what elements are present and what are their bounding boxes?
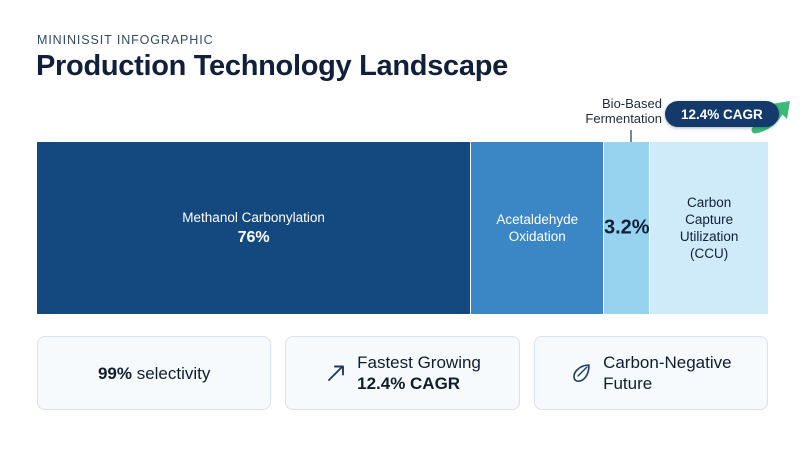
page-title: Production Technology Landscape <box>36 50 508 82</box>
bar-segment-label: Carbon Capture Utilization (CCU) <box>679 195 739 261</box>
eyebrow-label: MININISSIT INFOGRAPHIC <box>37 33 214 47</box>
stat-card-carbon-negative[interactable]: Carbon-Negative Future <box>533 336 768 410</box>
bar-segment-label: Methanol Carbonylation <box>182 210 325 225</box>
selectivity-value: 99% <box>97 363 132 383</box>
selectivity-label: selectivity <box>131 363 211 383</box>
bar-segment-label: Acetaldehyde Oxidation <box>496 212 579 244</box>
trend-up-arrow-icon <box>324 361 348 385</box>
carbon-negative-line1: Carbon-Negative <box>603 353 732 372</box>
carbon-negative-line2: Future <box>603 374 653 393</box>
bar-segment-3[interactable]: 3.2% <box>603 142 651 314</box>
technology-share-stacked-bar: Methanol Carbonylation 76% Acetaldehyde Ox… <box>37 142 768 314</box>
stat-card-fastest-growing[interactable]: Fastest Growing 12.4% CAGR <box>285 336 520 410</box>
selectivity-card-text: 99% selectivity <box>98 363 210 384</box>
stat-cards-row: 99% selectivity Fastest Growing 12.4% CA… <box>37 336 768 410</box>
leaf-icon <box>570 361 594 385</box>
bar-segment-value: 76% <box>237 229 270 246</box>
callout-leader-line <box>630 130 632 143</box>
stat-card-selectivity[interactable]: 99% selectivity <box>37 336 272 410</box>
fastest-growing-label: Fastest Growing <box>357 353 481 372</box>
fastest-growing-card-text: Fastest Growing 12.4% CAGR <box>357 352 481 394</box>
carbon-negative-card-text: Carbon-Negative Future <box>603 352 732 394</box>
cagr-badge: 12.4% CAGR <box>660 98 805 134</box>
fastest-growing-value: 12.4% CAGR <box>357 374 461 393</box>
cagr-badge-text: 12.4% CAGR <box>665 101 779 127</box>
bar-segment-value: 3.2% <box>603 216 650 239</box>
bar-segment-1[interactable]: Methanol Carbonylation 76% <box>37 142 472 314</box>
bar-segment-2[interactable]: Acetaldehyde Oxidation <box>471 142 605 314</box>
bio-based-fermentation-callout-label: Bio-Based Fermentation <box>585 96 662 126</box>
bar-segment-4[interactable]: Carbon Capture Utilization (CCU) <box>650 142 768 314</box>
